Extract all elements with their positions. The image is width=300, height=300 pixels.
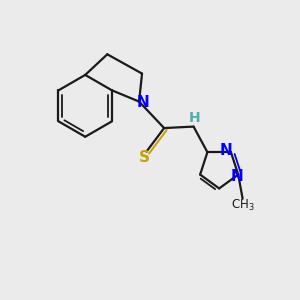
Text: N: N — [219, 143, 232, 158]
Text: N: N — [137, 95, 150, 110]
Text: N: N — [230, 169, 243, 184]
Text: S: S — [139, 150, 150, 165]
Text: CH$_3$: CH$_3$ — [231, 198, 255, 213]
Text: H: H — [188, 111, 200, 125]
